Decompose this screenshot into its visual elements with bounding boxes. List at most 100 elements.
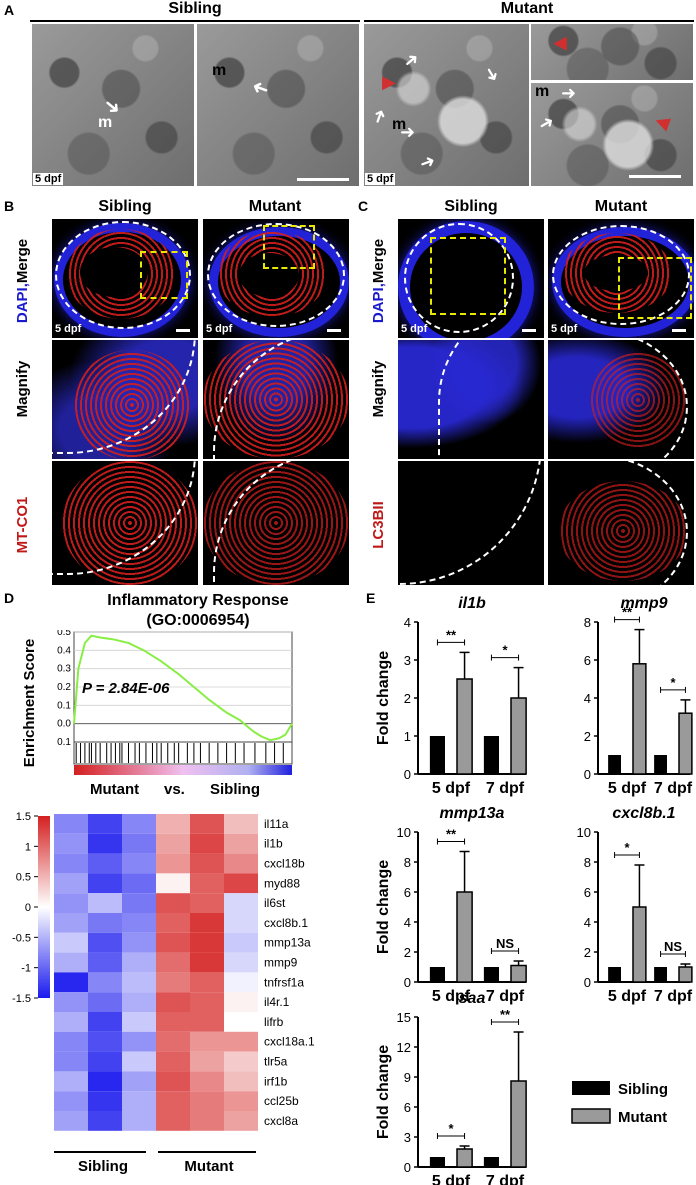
heatmap-cell	[156, 972, 190, 993]
heatmap-cell	[122, 853, 156, 874]
scale-tick-label: 0	[25, 902, 31, 914]
heatmap-cell	[54, 972, 88, 993]
panel-d-label: D	[4, 590, 15, 606]
roi-box	[618, 257, 692, 319]
b-sibling-merge: 5 dpf	[52, 219, 198, 338]
x-tick-label: 7 dpf	[654, 780, 693, 797]
y-tick-label: 4	[584, 691, 591, 706]
heatmap-gene-label: irf1b	[264, 1074, 288, 1088]
c-mutant-lc3bii	[548, 461, 694, 585]
bar-sibling	[429, 967, 445, 982]
bar-mutant	[456, 1148, 473, 1168]
y-tick-label: 4	[584, 915, 591, 930]
gsea-pvalue: P = 2.84E-06	[82, 680, 170, 697]
y-tick-label: 6	[404, 1100, 411, 1115]
bar-chart-saa: saa 0 3 6 9 12 15 Fold change * 5 dpf ** 7 dpf	[375, 990, 527, 1185]
y-tick-label: 0	[404, 975, 411, 990]
scale-bar	[522, 329, 536, 332]
epithelium-outline	[55, 221, 191, 329]
heatmap-mutant-label: Mutant	[184, 1158, 234, 1175]
bar-sibling	[429, 1157, 445, 1167]
bar-chart-il1b: il1b 0 1 2 3 4 Fold change ** 5 dpf * 7 dpf	[375, 595, 527, 797]
heatmap-cell	[190, 1091, 224, 1111]
heatmap-cell	[122, 1071, 156, 1092]
y-tick-label: 6	[584, 885, 591, 900]
heatmap-cell	[156, 1111, 190, 1131]
heatmap-cell	[88, 833, 122, 854]
x-tick-label: 7 dpf	[486, 1173, 525, 1185]
roi-box	[263, 225, 315, 269]
heatmap-cell	[190, 893, 224, 913]
heatmap-cell	[190, 873, 224, 894]
y-tick-label: 2	[584, 945, 591, 960]
compare-left: Mutant	[90, 781, 140, 798]
significance-label: *	[502, 643, 508, 658]
heatmap-cell	[224, 932, 258, 953]
heatmap-gene-label: cxcl8b.1	[264, 916, 308, 930]
panel-b-label: B	[4, 198, 15, 214]
b-mutant-magnify	[203, 340, 349, 459]
panel-b-mutant-title: Mutant	[248, 198, 302, 215]
heatmap-cell	[224, 814, 258, 834]
scale-bar	[297, 178, 349, 181]
heatmap-cell	[156, 1051, 190, 1072]
heatmap-cell	[88, 913, 122, 933]
bar-chart-cxcl8b.1: cxcl8b.1 0 2 4 6 8 10 * 5 dpf NS 7 dpf	[577, 805, 693, 1005]
heatmap-cell	[224, 1091, 258, 1111]
bar-chart-title: il1b	[458, 595, 486, 612]
heatmap-cell	[224, 833, 258, 854]
heatmap-cell	[156, 1031, 190, 1052]
x-tick-label: 5 dpf	[608, 988, 647, 1005]
gsea-ytick-label: 0.5	[57, 630, 71, 638]
y-tick-label: 2	[404, 945, 411, 960]
legend-mutant-swatch	[571, 1108, 611, 1124]
mito-label: m	[392, 116, 407, 133]
heatmap-cell	[224, 853, 258, 874]
bar-sibling	[429, 736, 445, 774]
scale-tick-label: -1	[21, 963, 31, 975]
em-mutant-2a: ▶	[531, 24, 693, 80]
heatmap-cell	[88, 1012, 122, 1032]
significance-label: *	[624, 840, 630, 855]
heatmap-cell	[224, 1051, 258, 1072]
b-sibling-magnify	[52, 340, 198, 459]
gsea-ylabel: Enrichment Score	[21, 638, 38, 768]
panel-a-mutant-rule	[364, 20, 694, 22]
heatmap-cell	[122, 1091, 156, 1111]
heatmap-cell	[122, 972, 156, 993]
y-tick-label: 8	[404, 855, 411, 870]
heatmap-cell	[54, 952, 88, 973]
heatmap-cell	[224, 952, 258, 973]
heatmap-cell	[122, 814, 156, 834]
gsea-plot: 0.5 0.4 0.3 0.2 0.1 0.0 0.1	[57, 630, 293, 775]
heatmap-gene-label: mmp9	[264, 956, 298, 970]
b-mutant-merge: 5 dpf	[203, 219, 349, 338]
heatmap-cell	[54, 1031, 88, 1052]
heatmap-cell	[190, 913, 224, 933]
bar-mutant	[510, 697, 527, 775]
em-age-label: 5 dpf	[365, 173, 396, 185]
heatmap-cell	[122, 992, 156, 1012]
heatmap-cell	[224, 972, 258, 993]
significance-label: **	[500, 1007, 511, 1022]
scale-bar	[629, 175, 681, 178]
heatmap-cell	[54, 893, 88, 913]
bar-sibling	[608, 755, 621, 774]
y-tick-label: 0	[404, 767, 411, 782]
x-tick-label: 5 dpf	[608, 780, 647, 797]
c-sibling-merge: 5 dpf	[398, 219, 544, 338]
heatmap-cell	[54, 833, 88, 854]
panel-c-label: C	[358, 198, 369, 214]
heatmap-cell	[54, 814, 88, 834]
scale-tick-label: -0.5	[12, 932, 31, 944]
panel-a-sibling-rule	[30, 20, 360, 22]
bar-mutant	[632, 906, 647, 983]
heatmap-cell	[122, 952, 156, 973]
scale-tick-label: 1.5	[16, 811, 31, 823]
scale-bar	[672, 329, 686, 332]
bar-mutant	[678, 712, 693, 775]
heatmap-cell	[54, 992, 88, 1012]
heatmap-sibling-label: Sibling	[78, 1158, 128, 1175]
heatmap-gene-label: il6st	[264, 896, 286, 910]
